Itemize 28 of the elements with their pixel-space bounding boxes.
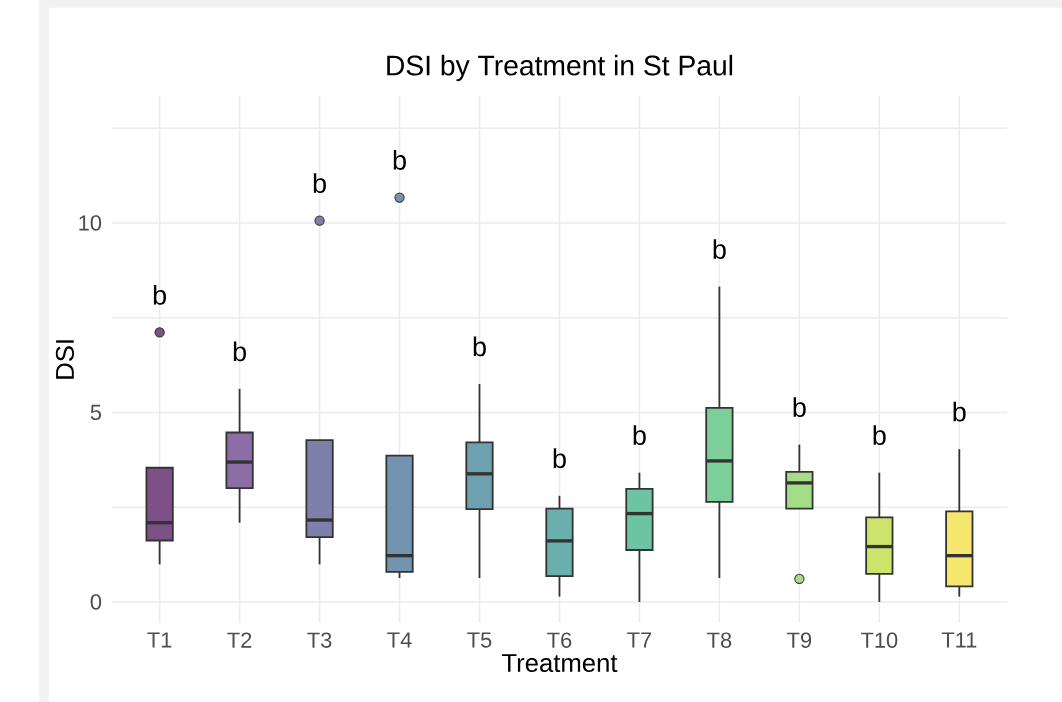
x-tick-label: T10: [861, 632, 898, 648]
annotation: b: [233, 341, 246, 362]
x-tick-label: T9: [787, 632, 812, 648]
annotation: b: [793, 397, 806, 417]
x-tick-label: T8: [707, 632, 732, 648]
annotation: b: [393, 150, 406, 170]
annotation: b: [473, 336, 486, 357]
y-tick-label: 5: [90, 404, 102, 421]
x-tick-label: T6: [547, 632, 572, 648]
annotation: b: [953, 401, 966, 422]
x-tick-label: T11: [941, 632, 977, 648]
annotation: b: [873, 425, 886, 445]
x-tick-label: T4: [387, 632, 412, 648]
y-axis-title: DSI: [55, 340, 74, 379]
x-tick-label: T1: [147, 632, 172, 648]
x-axis-title: Treatment: [502, 654, 618, 673]
annotation: b: [313, 173, 326, 193]
annotation: b: [553, 448, 566, 469]
x-tick-label: T3: [307, 632, 332, 648]
chart-title: DSI by Treatment in St Paul: [387, 54, 733, 82]
x-tick-label: T5: [467, 632, 492, 648]
x-tick-label: T7: [627, 632, 652, 648]
y-tick-label: 0: [90, 594, 102, 610]
annotation: b: [633, 425, 646, 445]
annotation: b: [713, 239, 726, 259]
annotation: b: [153, 284, 166, 305]
x-tick-label: T2: [227, 632, 252, 648]
y-tick-label: 10: [79, 215, 102, 231]
